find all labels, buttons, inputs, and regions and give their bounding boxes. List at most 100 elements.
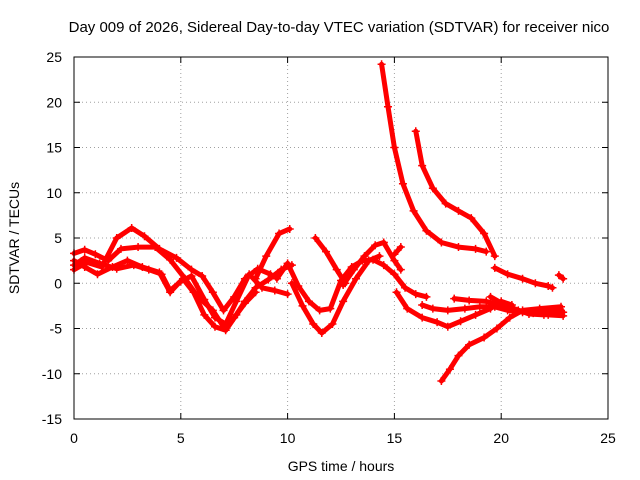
data-point [264, 275, 273, 284]
data-point [285, 224, 294, 233]
data-point [390, 270, 399, 279]
data-point [364, 256, 373, 265]
data-point [198, 272, 207, 281]
data-point [262, 252, 271, 261]
data-point [95, 259, 104, 268]
data-point [403, 304, 412, 313]
data-point [559, 274, 568, 283]
data-point [315, 306, 324, 315]
data-point [480, 229, 489, 238]
data-point [398, 179, 407, 188]
y-axis-label: SDTVAR / TECUs [6, 182, 22, 294]
y-tick-label: 25 [46, 49, 62, 65]
y-tick-label: 0 [54, 275, 62, 291]
series-line [312, 235, 348, 286]
data-point [80, 253, 89, 262]
series-track-11 [390, 243, 405, 259]
data-point [518, 274, 527, 283]
data-point [499, 300, 508, 309]
data-point [251, 274, 260, 283]
data-point [475, 302, 484, 311]
data-point [283, 259, 292, 268]
data-point [80, 262, 89, 271]
data-point [396, 265, 405, 274]
data-point [349, 265, 358, 274]
y-tick-label: 15 [46, 140, 62, 156]
data-point [443, 306, 452, 315]
data-point [460, 304, 469, 313]
data-point [208, 288, 217, 297]
data-point [383, 102, 392, 111]
data-point [187, 272, 196, 281]
data-point [200, 295, 209, 304]
data-point [200, 310, 209, 319]
data-point [544, 310, 553, 319]
data-point [490, 263, 499, 272]
data-point [123, 256, 132, 265]
data-point [166, 286, 175, 295]
data-point [210, 322, 219, 331]
series-track-12 [377, 60, 491, 256]
data-point [401, 283, 410, 292]
data-point [339, 281, 348, 290]
data-point [471, 310, 480, 319]
y-tick-label: -5 [50, 321, 63, 337]
data-point [219, 306, 228, 315]
y-tick-label: -10 [42, 366, 62, 382]
data-point [392, 288, 401, 297]
data-point [437, 376, 446, 385]
data-point [505, 313, 514, 322]
series-track-19 [490, 263, 557, 292]
data-point [127, 224, 136, 233]
data-point [144, 265, 153, 274]
data-point [428, 304, 437, 313]
data-point [377, 60, 386, 69]
data-point [189, 288, 198, 297]
data-point [422, 226, 431, 235]
data-point [411, 290, 420, 299]
series-line [391, 244, 404, 257]
data-point [480, 333, 489, 342]
data-point [396, 243, 405, 252]
data-point [454, 243, 463, 252]
data-point [232, 297, 241, 306]
data-point [514, 306, 523, 315]
series-track-14 [411, 127, 499, 261]
x-tick-label: 0 [70, 430, 78, 446]
data-point [245, 270, 254, 279]
data-point [411, 127, 420, 136]
data-point [129, 261, 138, 270]
data-point [155, 244, 164, 253]
data-point [422, 292, 431, 301]
data-point [409, 206, 418, 215]
series-track-05 [251, 224, 294, 283]
data-series [70, 60, 568, 385]
series-line [71, 255, 291, 327]
data-point [221, 319, 230, 328]
chart-title: Day 009 of 2026, Sidereal Day-to-day VTE… [69, 19, 610, 36]
data-point [379, 261, 388, 270]
data-point [465, 296, 474, 305]
data-point [559, 311, 568, 320]
data-point [298, 301, 307, 310]
x-tick-label: 10 [280, 430, 296, 446]
data-point [557, 302, 566, 311]
series-track-08 [311, 234, 350, 288]
grid [74, 57, 608, 419]
data-point [272, 274, 281, 283]
data-point [445, 365, 454, 374]
y-tick-label: 10 [46, 185, 62, 201]
data-point [490, 252, 499, 261]
data-point [544, 281, 553, 290]
data-point [172, 253, 181, 262]
data-point [157, 270, 166, 279]
data-point [328, 319, 337, 328]
series-track-18 [486, 292, 568, 320]
data-point [465, 340, 474, 349]
data-point [270, 286, 279, 295]
data-point [531, 279, 540, 288]
ticks: 0 5 10 15 20 25 -15 -10 -5 0 5 10 15 20 25 [42, 49, 616, 446]
data-point [443, 322, 452, 331]
data-point [210, 313, 219, 322]
data-point [482, 247, 491, 256]
